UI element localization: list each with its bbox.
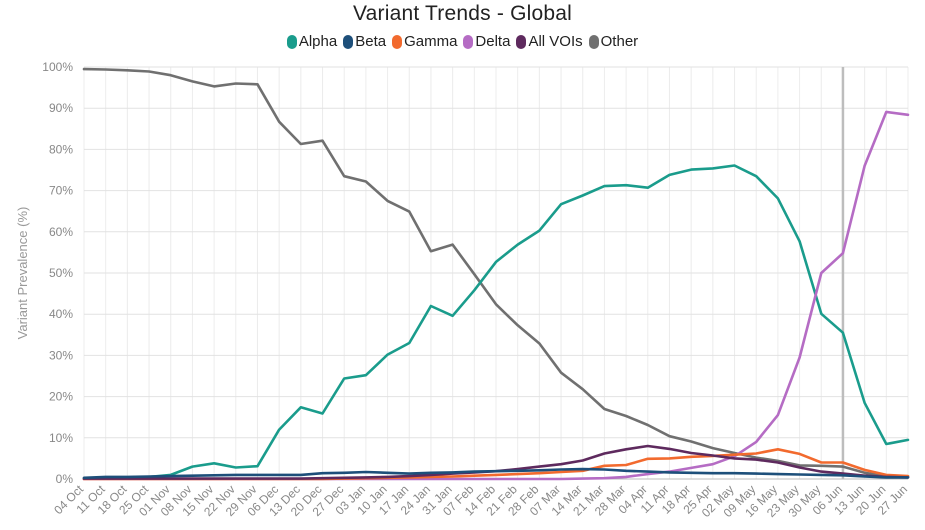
legend-item-beta[interactable]: Beta bbox=[343, 33, 386, 50]
series-line-alpha bbox=[82, 164, 910, 480]
chart-legend: Alpha Beta Gamma Delta All VOIs Other bbox=[0, 33, 925, 50]
legend-swatch bbox=[343, 34, 354, 49]
y-tick-label: 70% bbox=[49, 184, 73, 198]
legend-label: Alpha bbox=[298, 33, 338, 50]
legend-label: Delta bbox=[475, 33, 511, 50]
y-tick-label: 90% bbox=[49, 101, 73, 115]
y-tick-label: 100% bbox=[42, 60, 73, 74]
series-line-beta bbox=[82, 467, 910, 480]
y-tick-label: 50% bbox=[49, 266, 73, 280]
y-tick-label: 30% bbox=[49, 348, 73, 362]
legend-swatch bbox=[588, 34, 599, 49]
y-tick-label: 0% bbox=[56, 472, 74, 486]
legend-swatch bbox=[516, 34, 527, 49]
legend-item-gamma[interactable]: Gamma bbox=[392, 33, 457, 50]
legend-swatch bbox=[463, 34, 474, 49]
legend-item-delta[interactable]: Delta bbox=[463, 33, 510, 50]
legend-swatch bbox=[392, 34, 403, 49]
legend-label: All VOIs bbox=[528, 33, 583, 50]
legend-item-all-vois[interactable]: All VOIs bbox=[516, 33, 583, 50]
chart-title: Variant Trends - Global bbox=[353, 2, 572, 25]
y-axis-title: Variant Prevalence (%) bbox=[15, 207, 30, 340]
y-tick-label: 10% bbox=[49, 431, 73, 445]
legend-swatch bbox=[286, 34, 297, 49]
legend-label: Beta bbox=[355, 33, 387, 50]
series-line-other bbox=[82, 67, 910, 478]
y-tick-label: 40% bbox=[49, 307, 73, 321]
legend-label: Gamma bbox=[404, 33, 458, 50]
legend-label: Other bbox=[600, 33, 639, 50]
legend-item-other[interactable]: Other bbox=[588, 33, 639, 50]
y-tick-label: 80% bbox=[49, 142, 73, 156]
y-tick-label: 60% bbox=[49, 225, 73, 239]
y-tick-label: 20% bbox=[49, 390, 73, 404]
legend-item-alpha[interactable]: Alpha bbox=[286, 33, 338, 50]
